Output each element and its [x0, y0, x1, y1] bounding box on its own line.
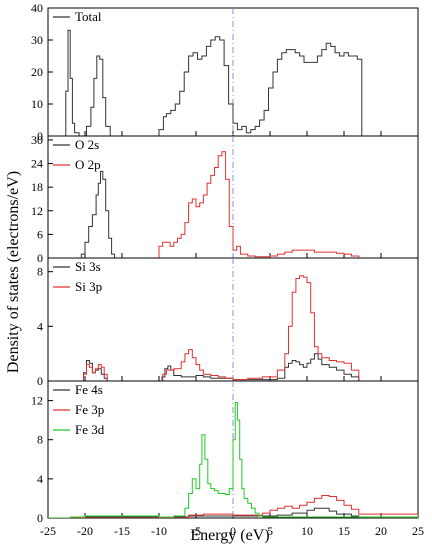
x-tick-label: 10	[301, 524, 313, 538]
x-tick-label: 20	[375, 524, 387, 538]
y-axis-label: Density of states (electrons/eV)	[5, 171, 22, 373]
panel-4: 0 4 8 12 Fe 4s Fe 3p Fe 3d	[31, 380, 419, 525]
x-tick-label: 0	[230, 524, 236, 538]
panel-2: 0 6 12 18 24 30 O 2s O 2p	[31, 133, 419, 265]
y-tick-label: 4	[37, 319, 43, 333]
x-tick-label: -5	[191, 524, 201, 538]
series-line-3	[48, 402, 418, 518]
legend: O 2s O 2p	[53, 137, 101, 172]
x-tick-label: -10	[151, 524, 167, 538]
y-tick-label: 0	[37, 129, 43, 143]
y-tick-label: 6	[37, 227, 43, 241]
legend-label: Si 3s	[75, 259, 101, 274]
x-axis: -25 -20 -15 -10 -5 0 5 10 15 20 25	[40, 524, 424, 538]
x-tick-label: -20	[77, 524, 93, 538]
y-tick-label: 8	[37, 265, 43, 279]
x-tick-label: -25	[40, 524, 56, 538]
series-line-2	[48, 275, 418, 381]
legend-label: Total	[75, 9, 102, 24]
y-tick-label: 10	[31, 97, 43, 111]
series-line-2	[48, 151, 418, 258]
x-axis-label: Energy (eV)	[190, 527, 269, 544]
x-tick-label: 15	[338, 524, 350, 538]
panel-3: 0 4 8 Si 3s Si 3p	[37, 257, 419, 388]
y-tick-label: 30	[31, 133, 43, 147]
y-tick-label: 0	[37, 251, 43, 265]
legend-label: Fe 3p	[75, 402, 104, 417]
y-tick-label: 0	[37, 374, 43, 388]
legend-label: Fe 4s	[75, 382, 103, 397]
series-line-2	[48, 495, 418, 518]
y-tick-label: 0	[37, 511, 43, 525]
y-tick-label: 4	[37, 472, 43, 486]
legend: Fe 4s Fe 3p Fe 3d	[53, 382, 105, 437]
legend-label: Fe 3d	[75, 422, 105, 437]
series-line-1	[48, 29, 418, 136]
y-tick-label: 20	[31, 65, 43, 79]
legend: Total	[53, 9, 102, 24]
x-tick-label: -15	[114, 524, 130, 538]
series-group	[48, 151, 418, 258]
legend: Si 3s Si 3p	[53, 259, 102, 294]
y-tick-label: 12	[31, 394, 43, 408]
y-tick-label: 8	[37, 433, 43, 447]
x-tick-label: 25	[412, 524, 424, 538]
series-group	[48, 402, 418, 518]
y-tick-label: 12	[31, 204, 43, 218]
series-group	[48, 275, 418, 381]
legend-label: O 2s	[75, 137, 99, 152]
series-group	[48, 29, 418, 136]
series-line-1	[48, 170, 418, 258]
legend-label: Si 3p	[75, 279, 102, 294]
x-tick-label: 5	[267, 524, 273, 538]
y-tick-label: 24	[31, 157, 43, 171]
y-tick-label: 40	[31, 1, 43, 15]
y-tick-label: 18	[31, 180, 43, 194]
panel-1: 0 10 20 30 40 Total	[31, 1, 419, 143]
y-tick-label: 30	[31, 33, 43, 47]
legend-label: O 2p	[75, 157, 101, 172]
